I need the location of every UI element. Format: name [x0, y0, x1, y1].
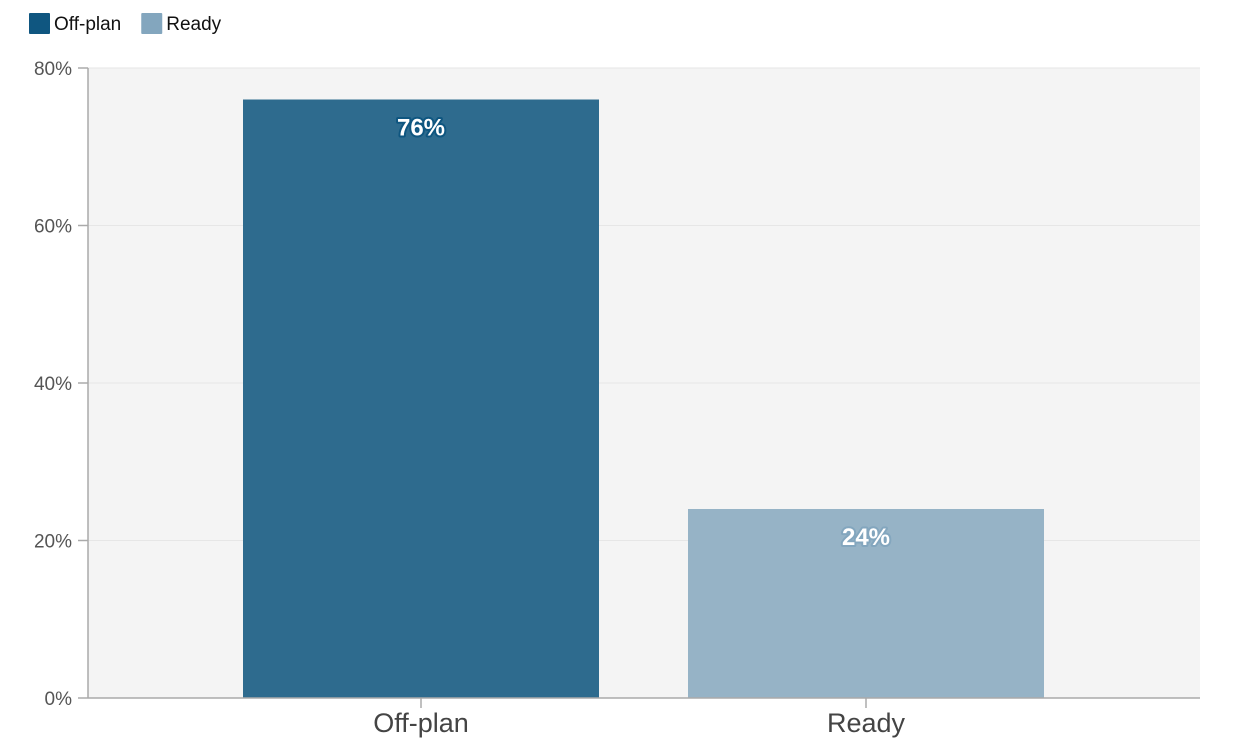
x-tick-label: Off-plan	[373, 708, 469, 738]
axes: 0% 20% 40% 60% 80% Off-plan Ready	[34, 59, 1200, 738]
y-tick-label: 80%	[34, 59, 72, 80]
legend-label: Ready	[166, 14, 221, 35]
y-tick-label: 40%	[34, 374, 72, 395]
legend-label: Off-plan	[54, 14, 121, 35]
bars: 76% 24%	[243, 99, 1044, 698]
data-label: 76%	[397, 115, 445, 142]
bar-off-plan	[243, 99, 599, 698]
legend-swatch	[141, 13, 163, 34]
legend: Off-plan Ready	[29, 13, 222, 35]
y-tick-label: 20%	[34, 532, 72, 553]
data-label: 24%	[842, 524, 890, 551]
y-tick-label: 0%	[45, 689, 73, 710]
bar-ready	[688, 509, 1044, 698]
x-tick-label: Ready	[827, 708, 906, 738]
legend-swatch	[29, 13, 50, 34]
y-tick-label: 60%	[34, 217, 72, 238]
